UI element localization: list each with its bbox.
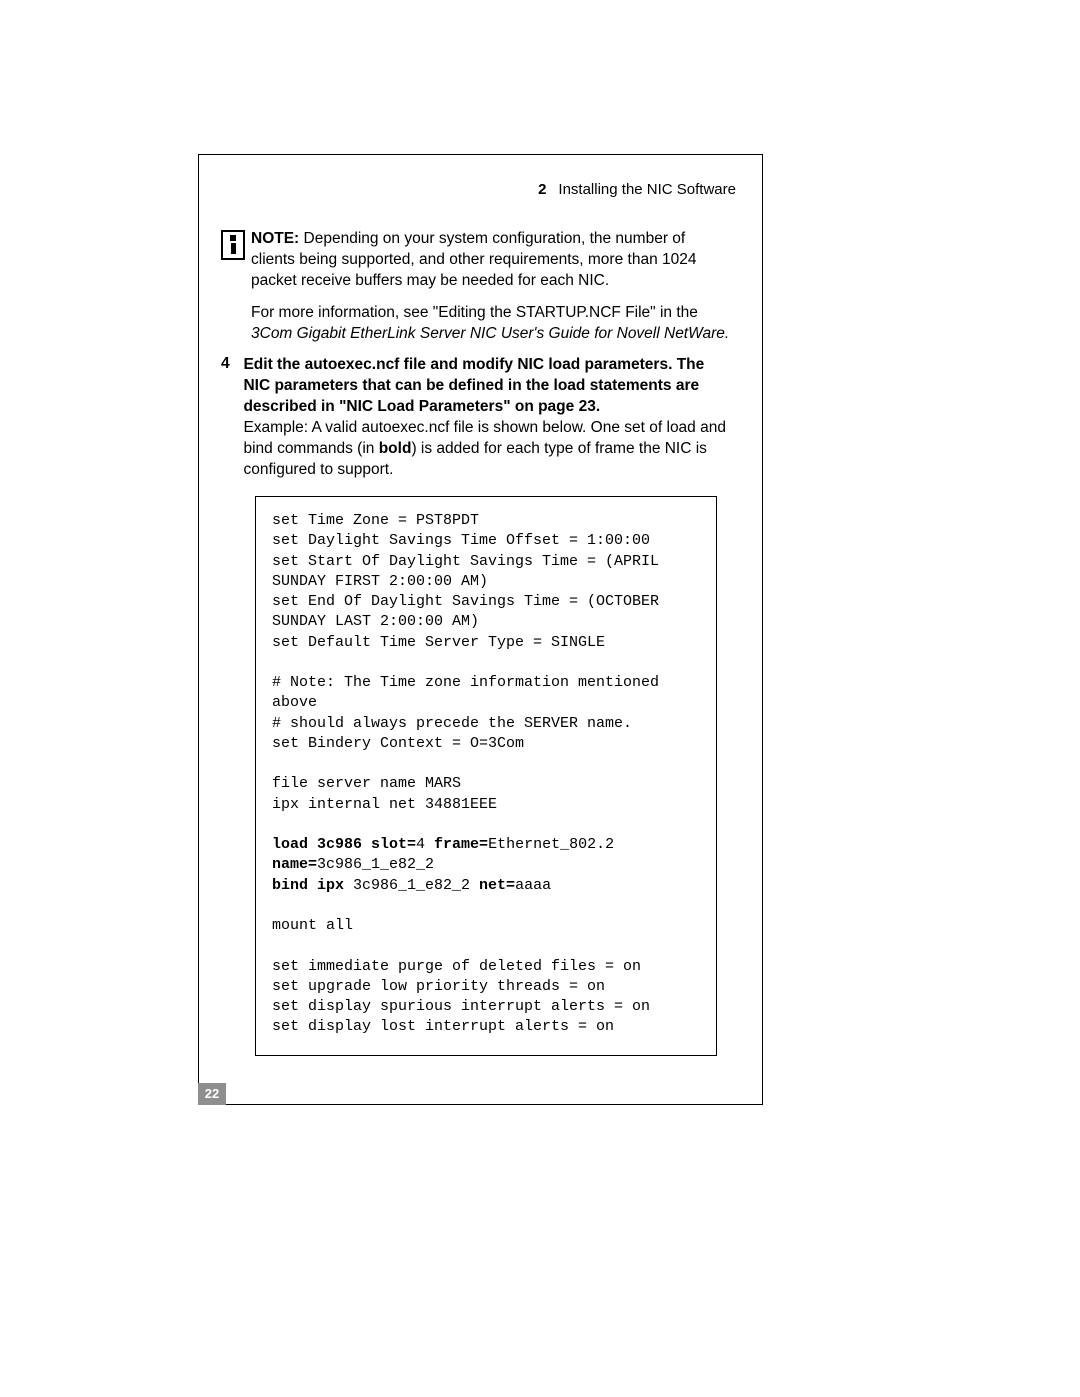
page-header: 2 Installing the NIC Software: [538, 181, 736, 198]
code-l5: set Default Time Server Type = SINGLE: [272, 634, 605, 651]
code-b2a: name=: [272, 856, 317, 873]
code-l2: set Daylight Savings Time Offset = 1:00:…: [272, 532, 650, 549]
step-plain-bold: bold: [379, 440, 412, 457]
code-b3b: 3c986_1_e82_2: [353, 877, 470, 894]
code-l19: set display spurious interrupt alerts = …: [272, 998, 650, 1015]
more-info: For more information, see "Editing the S…: [251, 303, 731, 345]
code-b1a: load 3c986 slot=: [272, 836, 416, 853]
note-block: NOTE: Depending on your system configura…: [251, 229, 731, 292]
code-l9: set Bindery Context = O=3Com: [272, 735, 524, 752]
code-b3c: net=: [470, 877, 515, 894]
code-l11: file server name MARS: [272, 775, 461, 792]
code-l20: set display lost interrupt alerts = on: [272, 1018, 614, 1035]
code-l3: set Start Of Daylight Savings Time = (AP…: [272, 553, 668, 590]
chapter-title: Installing the NIC Software: [558, 181, 736, 198]
code-b2b: 3c986_1_e82_2: [317, 856, 434, 873]
code-b3a: bind ipx: [272, 877, 353, 894]
code-l18: set upgrade low priority threads = on: [272, 978, 605, 995]
more-info-italic: 3Com Gigabit EtherLink Server NIC User's…: [251, 325, 729, 342]
code-l12: ipx internal net 34881EEE: [272, 796, 497, 813]
code-l7: # Note: The Time zone information mentio…: [272, 674, 668, 711]
code-b1b: 4: [416, 836, 425, 853]
step-number: 4: [221, 355, 239, 373]
code-l1: set Time Zone = PST8PDT: [272, 512, 479, 529]
note-text: Depending on your system configuration, …: [251, 230, 696, 289]
chapter-number: 2: [538, 181, 546, 198]
code-l8: # should always precede the SERVER name.: [272, 715, 632, 732]
page-frame: 2 Installing the NIC Software NOTE: Depen…: [198, 154, 763, 1105]
code-l15: mount all: [272, 917, 353, 934]
info-icon: [221, 230, 245, 260]
code-b1c: frame=: [425, 836, 488, 853]
code-b1d: Ethernet_802.2: [488, 836, 614, 853]
code-block: set Time Zone = PST8PDT set Daylight Sav…: [255, 496, 717, 1056]
page-number: 22: [198, 1083, 226, 1105]
note-label: NOTE:: [251, 230, 299, 247]
code-l17: set immediate purge of deleted files = o…: [272, 958, 641, 975]
step-body: Edit the autoexec.ncf file and modify NI…: [243, 355, 733, 481]
more-info-lead: For more information, see "Editing the S…: [251, 304, 698, 321]
step-bold: Edit the autoexec.ncf file and modify NI…: [243, 356, 704, 415]
code-l4: set End Of Daylight Savings Time = (OCTO…: [272, 593, 668, 630]
code-b3d: aaaa: [515, 877, 551, 894]
step-4: 4 Edit the autoexec.ncf file and modify …: [221, 355, 741, 481]
